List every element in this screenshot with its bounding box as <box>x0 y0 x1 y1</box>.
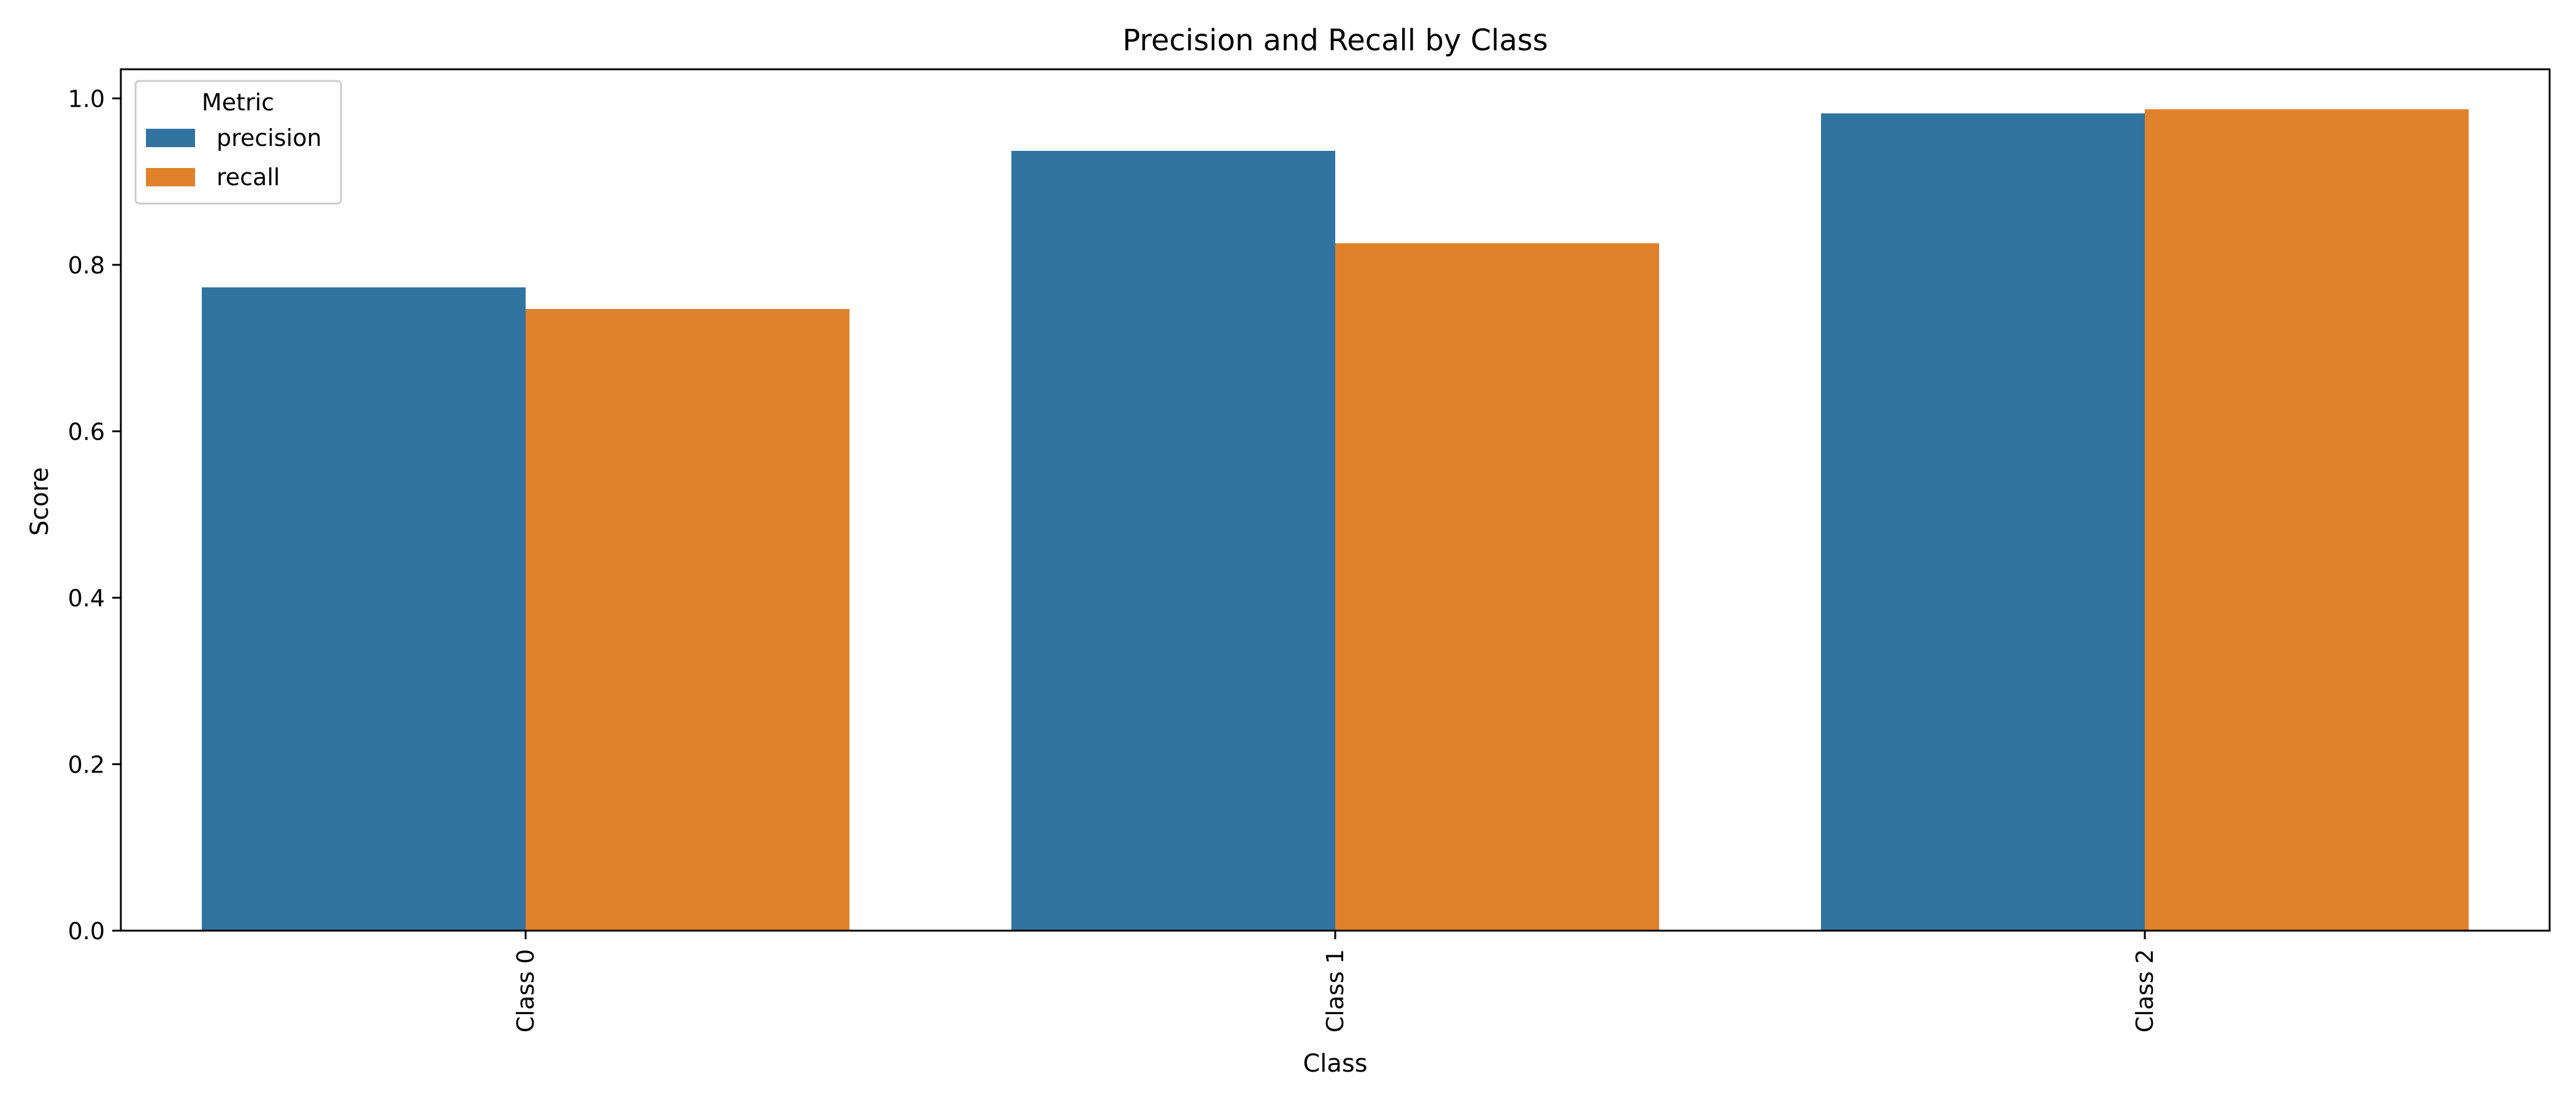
legend-label-recall: recall <box>217 164 280 191</box>
y-tick-label: 1.0 <box>68 86 105 113</box>
y-tick-label: 0.4 <box>68 585 105 612</box>
bar-recall-class-0 <box>526 308 849 931</box>
chart-title: Precision and Recall by Class <box>1122 23 1548 58</box>
legend-swatch-precision <box>146 129 195 147</box>
bar-recall-class-1 <box>1335 243 1659 931</box>
y-tick-label: 0.6 <box>68 419 105 446</box>
legend-label-precision: precision <box>217 124 321 151</box>
y-tick-label: 0.2 <box>68 752 105 779</box>
legend-items: precision recall <box>146 124 321 191</box>
bar-precision-class-0 <box>202 287 526 931</box>
legend-swatch-recall <box>146 168 195 186</box>
axes-layer: 0.0 0.2 0.4 0.6 0.8 1.0 Class 0 Class 1 Class 2 <box>68 68 2551 1032</box>
y-axis-label: Score <box>26 467 54 536</box>
x-tick-label: Class 2 <box>2131 949 2158 1032</box>
bar-precision-class-2 <box>1821 113 2145 931</box>
y-tick-label: 0.0 <box>68 918 105 945</box>
legend: Metric precision recall <box>134 80 342 205</box>
bars-layer <box>202 109 2469 931</box>
bar-precision-class-1 <box>1011 151 1335 931</box>
y-tick-label: 0.8 <box>68 252 105 279</box>
x-tick-label: Class 0 <box>512 949 539 1032</box>
x-tick-label: Class 1 <box>1322 949 1349 1032</box>
legend-title: Metric <box>202 89 274 116</box>
x-axis-label: Class <box>1303 1050 1367 1078</box>
bar-recall-class-2 <box>2145 109 2469 931</box>
